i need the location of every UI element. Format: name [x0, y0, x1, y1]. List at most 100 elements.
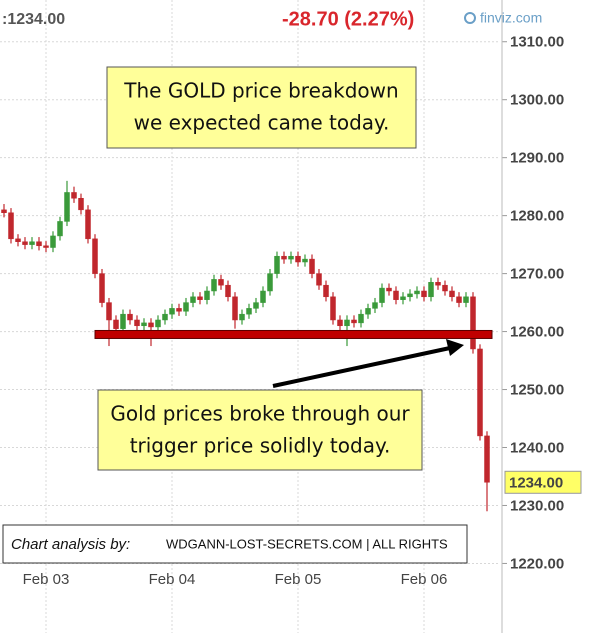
y-tick-label: 1310.00	[510, 34, 564, 51]
candle-body	[148, 322, 154, 328]
annotation-text: Gold prices broke through our	[110, 402, 410, 426]
candle-body	[386, 287, 392, 292]
candle-body	[127, 313, 133, 321]
candle-body	[351, 319, 357, 324]
candle-body	[358, 313, 364, 324]
candle-body	[29, 241, 35, 245]
candle-body	[309, 258, 315, 274]
logo-icon	[464, 12, 476, 24]
candle-body	[85, 209, 91, 240]
candle-body	[316, 273, 322, 286]
y-tick-label: 1230.00	[510, 497, 564, 514]
candle-body	[421, 290, 427, 298]
candle-body	[225, 284, 231, 298]
candle-body	[414, 290, 420, 295]
footer-text: WDGANN-LOST-SECRETS.COM | ALL RIGHTS	[166, 536, 448, 551]
annotation-text: trigger price solidly today.	[130, 434, 391, 458]
candle-body	[267, 273, 273, 292]
candle-body	[337, 319, 343, 327]
candle-body	[407, 293, 413, 298]
candle-body	[232, 296, 238, 321]
candle-body	[323, 284, 329, 298]
y-tick-label: 1280.00	[510, 208, 564, 225]
y-tick-label: 1220.00	[510, 555, 564, 572]
candle-body	[155, 319, 161, 328]
candle-body	[470, 296, 476, 350]
candle-body	[260, 290, 266, 303]
candle-body	[162, 313, 168, 321]
candle-body	[8, 212, 14, 240]
candle-body	[134, 319, 140, 327]
y-tick-label: 1300.00	[510, 92, 564, 109]
candle-body	[141, 322, 147, 327]
candle-body	[92, 238, 98, 274]
footer-prefix: Chart analysis by:	[11, 536, 130, 553]
candle-body	[218, 279, 224, 286]
y-tick-label: 1270.00	[510, 266, 564, 283]
candle-body	[477, 348, 483, 437]
candle-body	[428, 282, 434, 298]
annotation-text: The GOLD price breakdown	[123, 79, 398, 103]
y-tick-label: 1290.00	[510, 150, 564, 167]
candle-body	[484, 435, 490, 483]
x-tick-label: Feb 05	[275, 571, 322, 588]
arrow	[272, 346, 451, 388]
candle-body	[302, 258, 308, 263]
candle-body	[204, 290, 210, 300]
y-tick-label: 1240.00	[510, 439, 564, 456]
candles	[1, 180, 490, 512]
x-tick-label: Feb 04	[149, 571, 196, 588]
y-tick-label: 1250.00	[510, 382, 564, 399]
candle-body	[253, 302, 259, 309]
y-tick-label: 1260.00	[510, 324, 564, 341]
candle-body	[190, 296, 196, 303]
header-price: :1234.00	[2, 11, 65, 28]
candle-body	[211, 279, 217, 292]
last-price-label: 1234.00	[509, 474, 563, 491]
annotation-text: we expected came today.	[134, 111, 390, 135]
annotation-box	[97, 389, 423, 471]
candle-body	[372, 302, 378, 309]
candle-body	[449, 290, 455, 298]
candle-body	[120, 313, 126, 329]
candle-body	[295, 255, 301, 263]
candle-body	[57, 221, 63, 237]
candle-body	[50, 235, 56, 248]
candle-body	[274, 255, 280, 274]
x-tick-label: Feb 03	[23, 571, 70, 588]
candle-body	[330, 296, 336, 321]
annotation-box	[106, 66, 417, 149]
candle-body	[463, 296, 469, 303]
candle-body	[1, 209, 7, 213]
candle-body	[36, 241, 42, 247]
candle-body	[246, 308, 252, 315]
source: finviz.com	[480, 10, 542, 26]
candle-body	[169, 308, 175, 315]
candle-body	[99, 273, 105, 303]
support-line	[94, 329, 493, 339]
candle-body	[442, 284, 448, 292]
candle-body	[106, 302, 112, 321]
candle-body	[197, 296, 203, 300]
candle-body	[15, 238, 21, 242]
candle-body	[183, 302, 189, 312]
candle-body	[64, 192, 70, 222]
x-tick-label: Feb 06	[401, 571, 448, 588]
candle-body	[239, 313, 245, 321]
change: -28.70 (2.27%)	[282, 8, 414, 30]
candle-body	[78, 197, 84, 211]
candle-body	[22, 241, 28, 245]
candle-body	[435, 282, 441, 286]
candle-body	[71, 192, 77, 199]
candle-body	[288, 255, 294, 260]
candle-body	[281, 255, 287, 260]
candle-body	[113, 319, 119, 329]
candle-body	[43, 245, 49, 248]
candle-body	[400, 296, 406, 300]
candle-body	[393, 290, 399, 300]
arrowhead	[446, 339, 464, 356]
candle-body	[176, 308, 182, 312]
overlay: The GOLD price breakdown we expected came…	[2, 66, 582, 564]
last-price-box	[504, 470, 582, 494]
